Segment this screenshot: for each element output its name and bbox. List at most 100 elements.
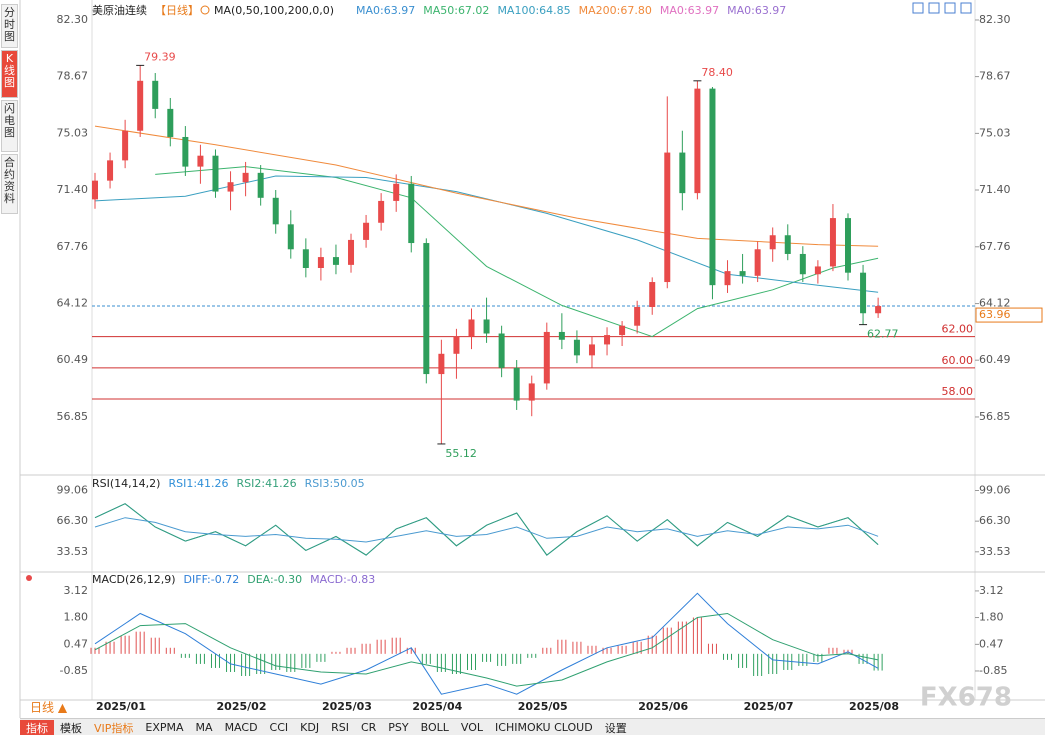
y-tick-label: 0.47 bbox=[64, 637, 89, 650]
candle-body bbox=[212, 155, 219, 192]
legend-item: MA(0,50,100,200,0,0) bbox=[214, 4, 334, 17]
legend-item: MA0:63.97 bbox=[356, 4, 415, 17]
legend-item: MACD:-0.83 bbox=[310, 573, 375, 586]
toolbar-item[interactable]: MA bbox=[195, 721, 213, 734]
y-tick-label: 64.12 bbox=[979, 297, 1011, 310]
legend-item: RSI2:41.26 bbox=[237, 477, 297, 490]
candle-body bbox=[438, 353, 445, 375]
candle-body bbox=[348, 239, 355, 265]
y-tick-label: 78.67 bbox=[979, 70, 1011, 83]
icon[interactable] bbox=[960, 2, 972, 14]
candle-body bbox=[543, 331, 550, 384]
y-tick-label: 0.47 bbox=[979, 637, 1004, 650]
annotation: 55.12 bbox=[445, 447, 477, 460]
icon[interactable] bbox=[912, 2, 924, 14]
reference-label: 60.00 bbox=[942, 354, 974, 367]
toolbar-item[interactable]: ICHIMOKU CLOUD bbox=[495, 721, 593, 734]
add-icon[interactable] bbox=[200, 5, 210, 15]
reference-label: 62.00 bbox=[942, 323, 974, 336]
tab[interactable]: K线图 bbox=[1, 50, 18, 98]
y-tick-label: 75.03 bbox=[57, 126, 89, 139]
toolbar-item[interactable]: 模板 bbox=[60, 721, 82, 735]
y-tick-label: 99.06 bbox=[57, 483, 89, 496]
line bbox=[94, 517, 879, 543]
toolbar-item[interactable]: CCI bbox=[269, 721, 289, 734]
candle-body bbox=[92, 180, 98, 200]
toolbar-item[interactable]: VOL bbox=[460, 721, 484, 734]
candle-body bbox=[363, 222, 370, 240]
candle-body bbox=[152, 80, 159, 109]
candle-body bbox=[588, 344, 595, 356]
y-tick-label: 56.85 bbox=[979, 410, 1011, 423]
last-price-box bbox=[975, 307, 1043, 323]
candle-body bbox=[513, 367, 520, 401]
candle-body bbox=[814, 266, 821, 275]
y-tick-label: 60.49 bbox=[57, 353, 89, 366]
period-button[interactable]: 日线 ▲ bbox=[30, 701, 68, 715]
candle-body bbox=[242, 172, 249, 183]
toolbar-item[interactable]: PSY bbox=[388, 721, 409, 734]
candle-body bbox=[197, 155, 204, 167]
legend-item: 美原油连续 bbox=[92, 3, 147, 17]
legend-item: DEA:-0.30 bbox=[247, 573, 302, 586]
y-tick-label: 99.06 bbox=[979, 483, 1011, 496]
toolbar-item[interactable]: VIP指标 bbox=[94, 721, 134, 735]
toolbar-item[interactable]: 指标 bbox=[20, 719, 54, 735]
line bbox=[94, 612, 879, 687]
y-tick-label: 1.80 bbox=[979, 611, 1004, 624]
candle-body bbox=[498, 333, 505, 368]
tab[interactable]: 合约资料 bbox=[1, 154, 18, 214]
toolbar: 指标 模板 VIP指标 EXPMA MA MACD CCI KDJ RSI CR PSY BOLL VO… bbox=[20, 718, 1045, 735]
reference-label: 58.00 bbox=[942, 385, 974, 398]
y-tick-label: -0.85 bbox=[979, 664, 1007, 677]
line bbox=[94, 592, 879, 695]
toolbar-item[interactable]: CR bbox=[360, 721, 377, 734]
candle-body bbox=[483, 319, 490, 334]
x-tick-label: 2025/08 bbox=[849, 700, 899, 713]
y-tick-label: 3.12 bbox=[979, 584, 1004, 597]
y-tick-label: 82.30 bbox=[979, 13, 1011, 26]
y-tick-label: 3.12 bbox=[64, 584, 89, 597]
candle-body bbox=[664, 152, 671, 283]
candle-body bbox=[784, 235, 791, 254]
y-tick-label: 33.53 bbox=[979, 545, 1011, 558]
x-tick-label: 2025/06 bbox=[638, 700, 688, 713]
y-tick-label: 71.40 bbox=[57, 183, 89, 196]
candle-body bbox=[332, 257, 339, 265]
icon[interactable] bbox=[928, 2, 940, 14]
watermark: FX678 bbox=[920, 683, 1012, 713]
last-price-label: 63.96 bbox=[979, 308, 1011, 321]
toolbar-item[interactable]: EXPMA bbox=[145, 721, 184, 734]
legend-item: MA50:67.02 bbox=[423, 4, 489, 17]
candle-body bbox=[634, 306, 641, 326]
annotation: 62.77 bbox=[867, 328, 899, 341]
y-tick-label: 71.40 bbox=[979, 183, 1011, 196]
candle-body bbox=[107, 160, 114, 181]
toolbar-item[interactable]: BOLL bbox=[420, 721, 449, 734]
tab[interactable]: 闪电图 bbox=[1, 100, 18, 152]
candle-body bbox=[724, 271, 731, 286]
x-tick-label: 2025/04 bbox=[412, 700, 462, 713]
x-tick-label: 2025/02 bbox=[217, 700, 267, 713]
x-tick-label: 2025/07 bbox=[744, 700, 794, 713]
y-tick-label: 33.53 bbox=[57, 545, 89, 558]
candle-body bbox=[137, 80, 144, 131]
toolbar-item[interactable]: MACD bbox=[224, 721, 258, 734]
candle-body bbox=[709, 88, 716, 286]
candle-body bbox=[754, 249, 761, 276]
window-icons bbox=[912, 2, 972, 14]
y-tick-label: 56.85 bbox=[57, 410, 89, 423]
candle-body bbox=[378, 200, 385, 223]
settings-icon[interactable] bbox=[26, 575, 32, 581]
candle-body bbox=[408, 183, 415, 244]
tab[interactable]: 分时图 bbox=[1, 4, 18, 48]
legend-item: 【日线】 bbox=[155, 3, 199, 17]
candle-body bbox=[875, 306, 882, 314]
icon[interactable] bbox=[944, 2, 956, 14]
toolbar-item[interactable]: 设置 bbox=[604, 721, 627, 735]
toolbar-item[interactable]: KDJ bbox=[300, 721, 320, 734]
toolbar-item[interactable]: RSI bbox=[331, 721, 349, 734]
y-tick-label: -0.85 bbox=[60, 664, 88, 677]
x-tick-label: 2025/01 bbox=[96, 700, 146, 713]
